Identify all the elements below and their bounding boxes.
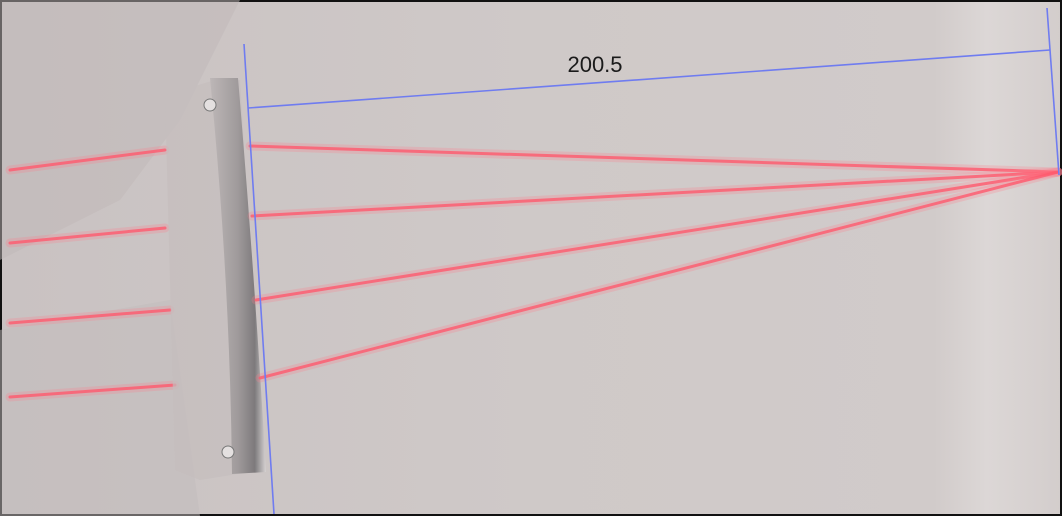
measurement-label: 200.5 — [567, 52, 622, 77]
photo: 200.5 — [0, 0, 1062, 516]
shadow — [0, 300, 200, 516]
page: {"measurement": {"label": "200.5"}} — [0, 0, 1062, 516]
